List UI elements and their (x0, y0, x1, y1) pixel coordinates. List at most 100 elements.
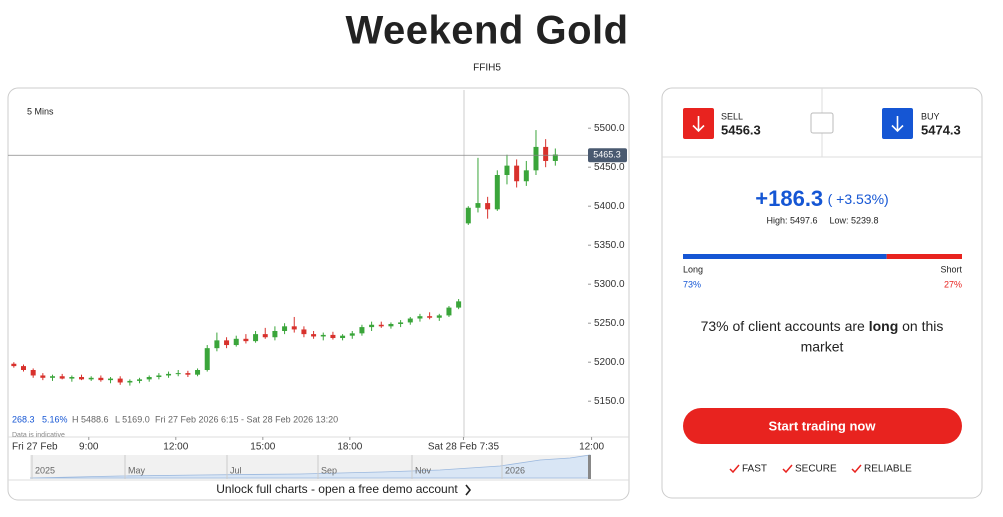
info: H 5488.6 (72, 414, 109, 424)
chart-card (7, 87, 630, 501)
y-tick-label: 5450.0 (594, 162, 625, 173)
y-tick-label: 5250.0 (594, 318, 625, 329)
candle-body (359, 327, 365, 334)
sentence-part: on this (898, 318, 943, 334)
candle-body (301, 329, 307, 335)
candle-body (233, 338, 239, 346)
change-percent: ( +3.53%) (828, 191, 889, 207)
candle-body (40, 375, 46, 378)
candle-body (369, 324, 375, 328)
note: Data is indicative (12, 432, 65, 439)
navigator-label: Sep (321, 465, 337, 475)
candle-body (156, 375, 162, 378)
candle-body (494, 175, 500, 210)
candle-body (50, 376, 56, 378)
navigator-label: Jul (230, 465, 242, 475)
low: Low: 5239.8 (829, 215, 878, 225)
candle-body (108, 378, 114, 381)
candle-body (11, 363, 17, 367)
navigator-label: 2025 (35, 465, 55, 475)
check-icon (851, 464, 862, 474)
candle-body (523, 170, 529, 182)
candle-body (253, 334, 259, 342)
candle-body (185, 373, 191, 375)
candle-body (21, 366, 27, 370)
candle-body (282, 326, 288, 331)
candle-body (30, 370, 36, 376)
y-tick-label: 5150.0 (594, 396, 625, 407)
candle-body (262, 334, 268, 338)
sentiment-bar (683, 254, 887, 259)
feature: RELIABLE (864, 464, 912, 475)
candle-body (243, 338, 249, 342)
start-trading-button[interactable] (683, 408, 962, 444)
sentiment: Long 73% Short 27% (683, 254, 962, 289)
candle-body (272, 331, 278, 338)
x-tick-label: 12:00 (579, 442, 604, 453)
chart: 5 Mins Unlock full charts - open a free … (8, 90, 629, 496)
candle-body (291, 326, 297, 330)
candle-body (485, 203, 491, 210)
chevron (465, 484, 472, 496)
navigator-label: May (128, 465, 146, 475)
candle-body (388, 323, 394, 327)
candle-body (175, 373, 181, 375)
candle-body (117, 378, 123, 383)
buy-label: BUY (921, 111, 940, 121)
features: FAST SECURE RELIABLE (729, 464, 912, 475)
down-arrow (692, 116, 705, 133)
y-tick-label: 5500.0 (594, 123, 625, 134)
info: 5.16% (42, 414, 68, 424)
candle-body (204, 348, 210, 370)
candle-body (514, 165, 520, 182)
candle-body (504, 165, 510, 175)
x-tick-label: 9:00 (79, 442, 99, 453)
x-tick-label: 12:00 (163, 442, 188, 453)
sell-price: 5456.3 (721, 122, 761, 137)
instrument-code: FFIH5 (473, 63, 501, 74)
check-icon (782, 464, 793, 474)
info: Fri 27 Feb 2026 6:15 - Sat 28 Feb 2026 1… (155, 414, 338, 424)
candle-body (349, 333, 355, 336)
quantity-box[interactable] (810, 112, 834, 134)
candle-body (465, 207, 471, 224)
sentiment-bar (886, 254, 962, 259)
sentiment-sentence: 73% of client accounts are long on this (701, 318, 944, 334)
candle-body (311, 334, 317, 337)
sentiment-name: Short (940, 264, 962, 274)
candle-body (340, 335, 346, 339)
candle-body (398, 322, 404, 324)
change-value: +186.3 (755, 186, 823, 211)
candle-body (224, 340, 230, 346)
candle-body (417, 316, 423, 319)
x-tick-label: Sat 28 Feb 7:35 (428, 442, 500, 453)
candle-body (214, 340, 220, 349)
sentence-part: market (801, 339, 844, 355)
sentiment-value: 73% (683, 279, 701, 289)
info: L 5169.0 (115, 414, 150, 424)
candle-body (98, 377, 104, 381)
candle-body (436, 315, 442, 318)
candle-body (543, 146, 549, 161)
button-label: Start trading now (769, 418, 877, 433)
footer-link[interactable]: Unlock full charts - open a free demo ac… (216, 482, 458, 496)
candle-body (166, 373, 172, 376)
high: High: 5497.6 (766, 215, 817, 225)
sentiment-value: 27% (944, 279, 962, 289)
info: 268.3 (12, 414, 35, 424)
title: Weekend Gold (345, 9, 628, 53)
check-icon (729, 464, 740, 474)
candle-body (378, 324, 384, 327)
sentence-part: long (869, 318, 899, 334)
feature: FAST (742, 464, 767, 475)
last-price-label: 5465.3 (593, 150, 621, 160)
y-tick-label: 5350.0 (594, 240, 625, 251)
navigator-handle (588, 455, 591, 479)
candle-body (407, 318, 413, 323)
navigator-label: 2026 (505, 465, 525, 475)
candle-body (446, 307, 452, 316)
candle-body (533, 146, 539, 171)
sentence-part: 73% of client accounts are (701, 318, 869, 334)
candle-body (320, 334, 326, 337)
